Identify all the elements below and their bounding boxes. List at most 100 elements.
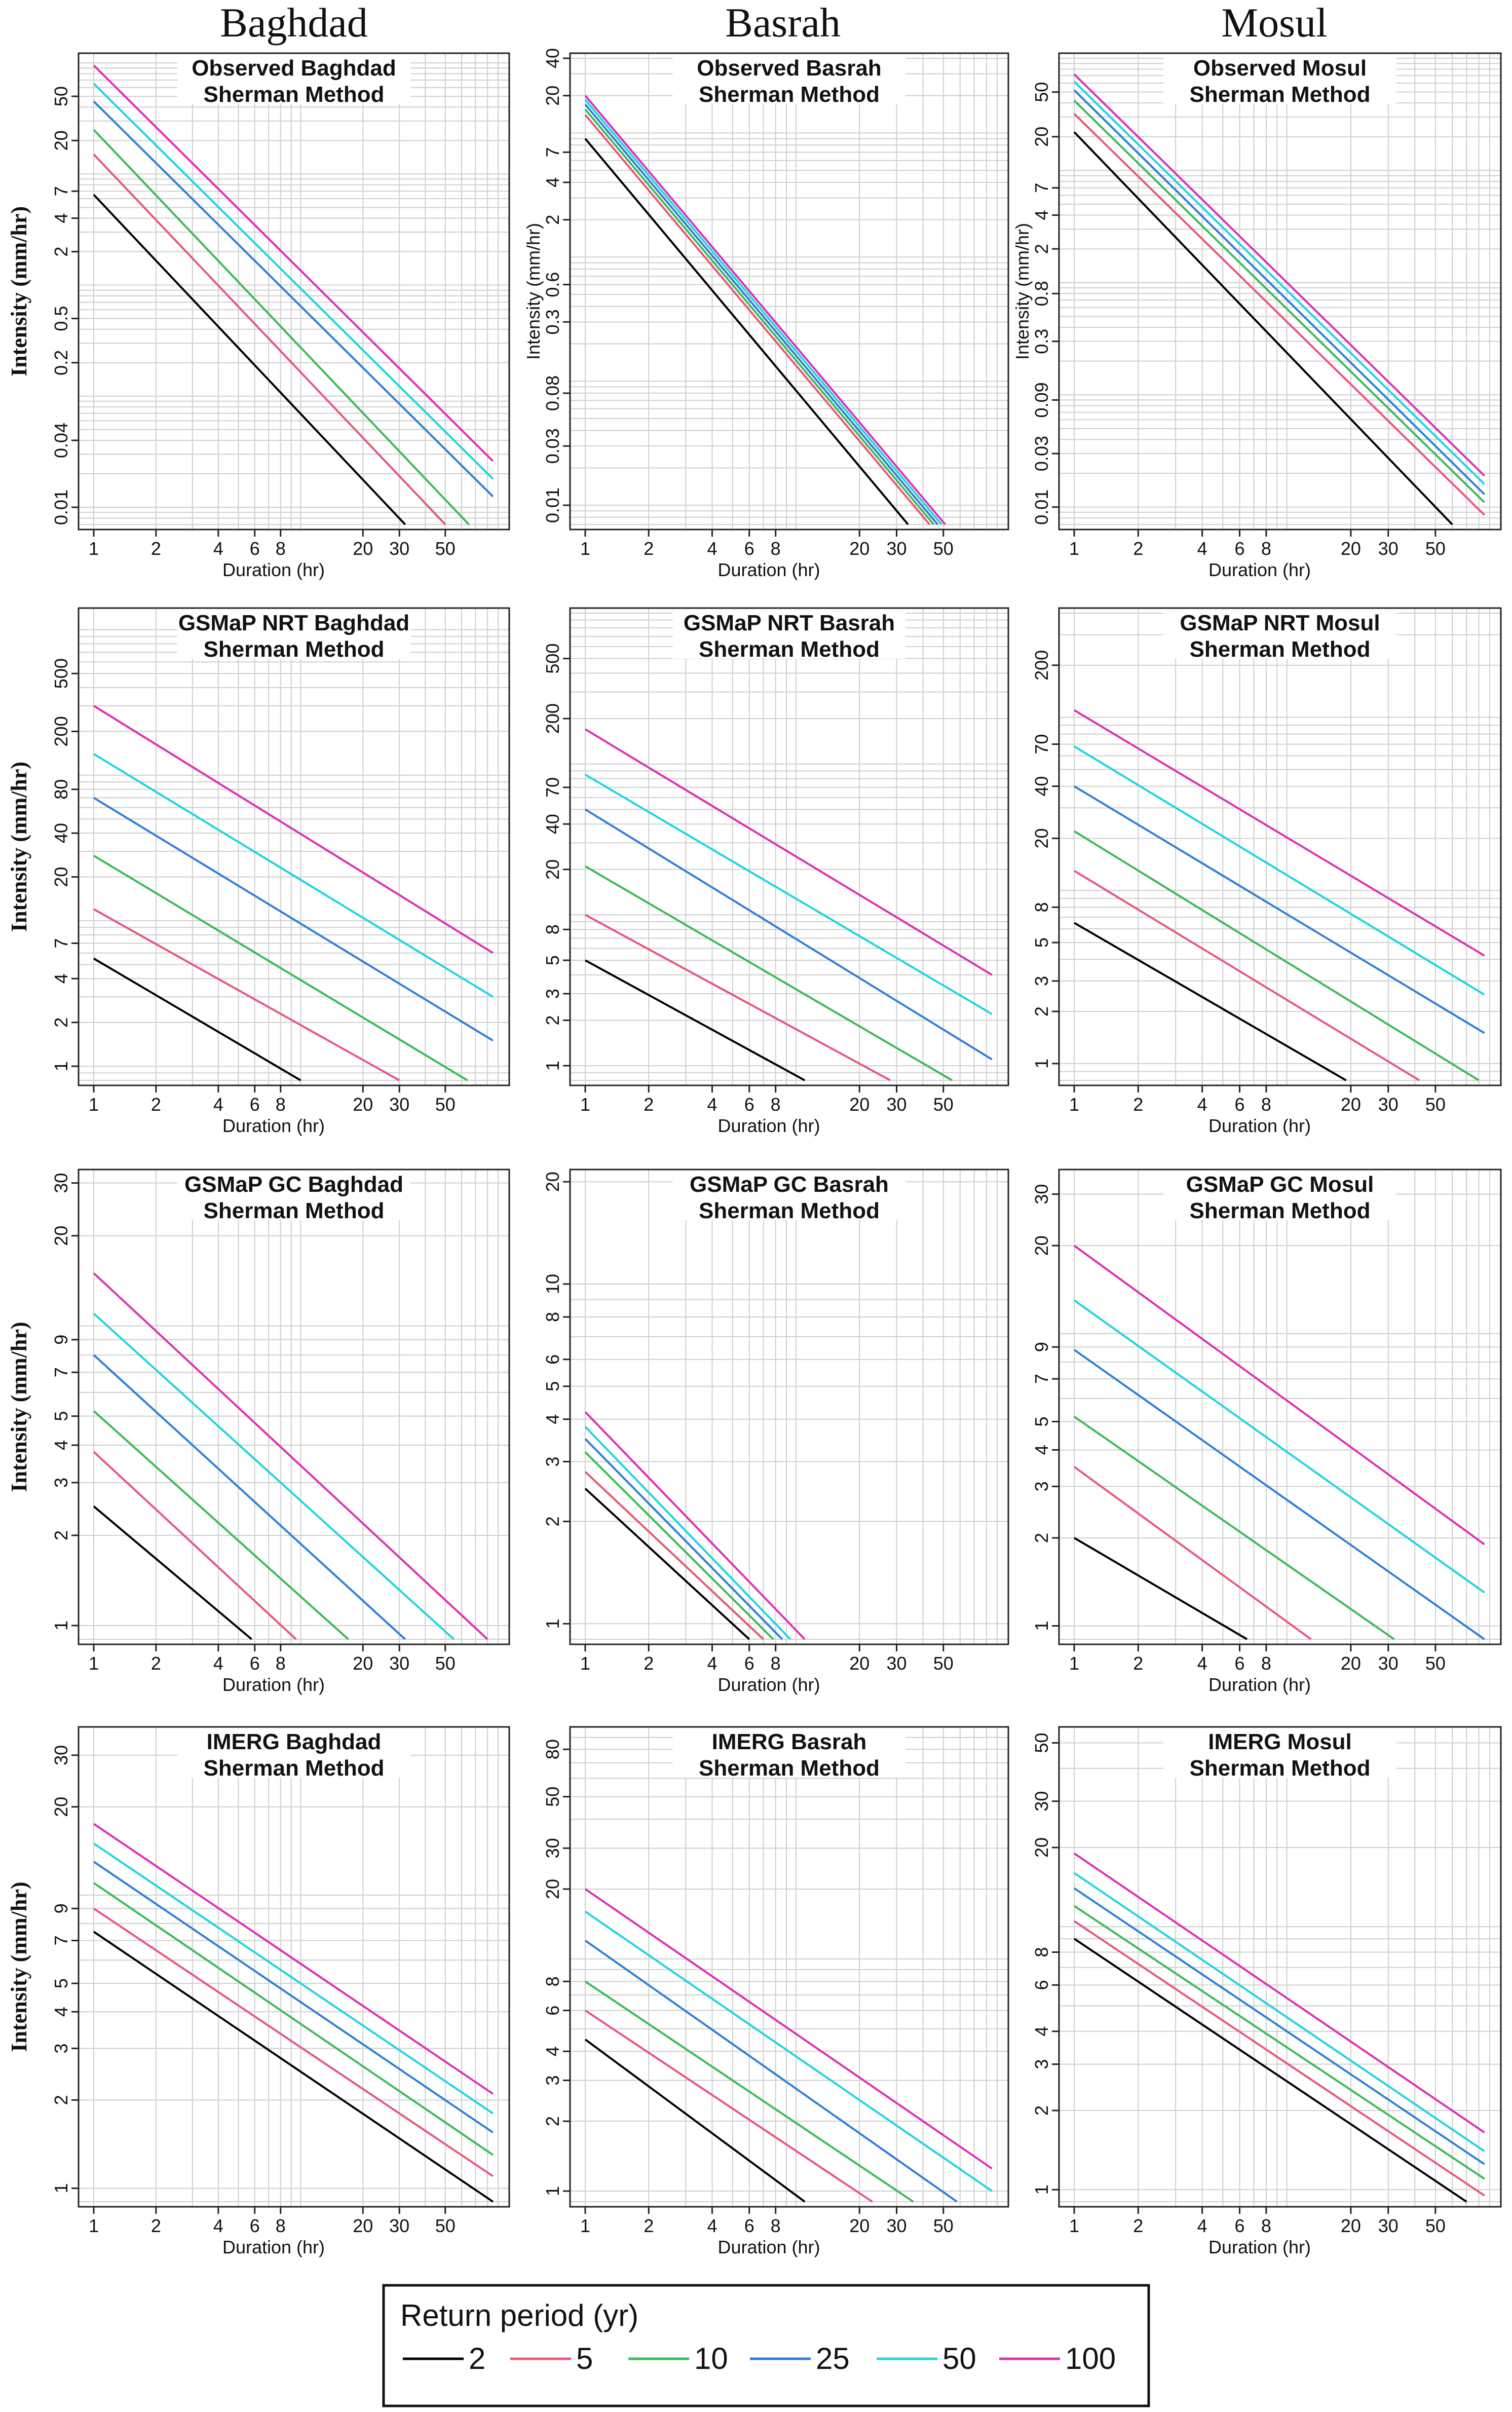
panel-title: GSMaP NRT Mosul bbox=[1180, 611, 1380, 635]
series-line-2-yr bbox=[584, 1488, 750, 1640]
panel-subtitle: Sherman Method bbox=[1190, 1756, 1371, 1781]
x-tick-label: 20 bbox=[849, 1094, 870, 1115]
series-line-2-yr bbox=[1073, 922, 1347, 1081]
series-line-5-yr bbox=[93, 1451, 297, 1640]
x-tick-label: 20 bbox=[353, 2215, 373, 2236]
series-line-50-yr bbox=[93, 1842, 494, 2115]
panel-title: Observed Basrah bbox=[697, 56, 881, 81]
legend-label-50-yr: 50 bbox=[942, 2342, 976, 2376]
panel-subtitle: Sherman Method bbox=[1190, 82, 1371, 107]
y-tick-label: 4 bbox=[51, 1440, 71, 1450]
x-tick-label: 4 bbox=[1197, 538, 1207, 559]
y-axis-label: Intensity (mm/hr) bbox=[7, 762, 31, 932]
y-tick-label: 70 bbox=[1031, 734, 1052, 755]
series-group bbox=[93, 1272, 488, 1640]
series-line-10-yr bbox=[1073, 99, 1485, 503]
x-tick-label: 20 bbox=[849, 538, 870, 559]
y-tick-label: 0.03 bbox=[542, 428, 563, 464]
y-tick-label: 4 bbox=[51, 213, 71, 223]
x-tick-label: 2 bbox=[1133, 1094, 1143, 1115]
series-line-5-yr bbox=[93, 1907, 494, 2177]
series-line-50-yr bbox=[584, 1910, 993, 2192]
y-tick-label: 5 bbox=[1031, 1416, 1052, 1426]
x-tick-label: 30 bbox=[886, 1653, 906, 1674]
series-line-2-yr bbox=[1073, 1537, 1248, 1640]
y-tick-label: 3 bbox=[1031, 976, 1052, 986]
y-tick-label: 2 bbox=[542, 2116, 563, 2126]
y-tick-label: 1 bbox=[1031, 1621, 1052, 1631]
series-group bbox=[584, 728, 993, 1081]
x-tick-label: 30 bbox=[886, 1094, 906, 1115]
y-tick-label: 20 bbox=[542, 859, 563, 880]
y-tick-label: 200 bbox=[542, 703, 563, 734]
plot-frame bbox=[1058, 607, 1502, 1086]
x-tick-label: 4 bbox=[213, 1653, 223, 1674]
series-line-50-yr bbox=[584, 773, 993, 1015]
title-background bbox=[1163, 1171, 1396, 1220]
series-group bbox=[584, 95, 946, 525]
plot-frame bbox=[569, 1726, 1009, 2208]
x-tick-label: 1 bbox=[580, 1653, 590, 1674]
series-line-25-yr bbox=[584, 1939, 958, 2203]
y-tick-label: 1 bbox=[542, 1061, 563, 1071]
y-tick-label: 0.01 bbox=[51, 489, 71, 525]
x-tick-label: 8 bbox=[1261, 538, 1271, 559]
series-line-100-yr bbox=[584, 728, 993, 976]
series-line-5-yr bbox=[93, 908, 400, 1081]
legend-label-2-yr: 2 bbox=[469, 2342, 485, 2376]
x-tick-label: 1 bbox=[1069, 1094, 1079, 1115]
y-tick-label: 9 bbox=[51, 1335, 71, 1345]
x-tick-label: 8 bbox=[771, 2215, 781, 2236]
column-header-mosul: Mosul bbox=[1221, 0, 1328, 46]
x-tick-label: 50 bbox=[435, 1653, 456, 1674]
panel-subtitle: Sherman Method bbox=[699, 82, 880, 107]
x-axis-label: Duration (hr) bbox=[1208, 1674, 1311, 1695]
grid bbox=[79, 53, 509, 530]
y-tick-label: 4 bbox=[1031, 210, 1052, 220]
x-tick-label: 8 bbox=[276, 2215, 286, 2236]
series-line-10-yr bbox=[1073, 1415, 1395, 1640]
y-tick-label: 50 bbox=[1031, 82, 1052, 102]
x-tick-label: 1 bbox=[580, 538, 590, 559]
series-line-25-yr bbox=[93, 1354, 406, 1640]
series-line-10-yr bbox=[1073, 830, 1480, 1081]
x-tick-label: 4 bbox=[213, 2215, 223, 2236]
x-tick-label: 20 bbox=[353, 538, 373, 559]
y-tick-label: 1 bbox=[542, 2186, 563, 2196]
x-axis-label: Duration (hr) bbox=[717, 1674, 820, 1695]
y-tick-label: 9 bbox=[51, 1903, 71, 1913]
series-line-5-yr bbox=[585, 914, 891, 1081]
series-line-50-yr bbox=[1073, 1299, 1485, 1594]
y-tick-label: 20 bbox=[51, 130, 71, 150]
series-line-10-yr bbox=[584, 1980, 914, 2203]
y-tick-label: 0.3 bbox=[1031, 329, 1052, 354]
grid bbox=[570, 1170, 1008, 1644]
y-tick-label: 6 bbox=[542, 2006, 563, 2016]
x-tick-label: 6 bbox=[250, 538, 260, 559]
y-tick-label: 8 bbox=[542, 924, 563, 934]
x-tick-label: 50 bbox=[933, 2215, 954, 2236]
x-tick-label: 2 bbox=[151, 538, 161, 559]
series-group bbox=[93, 64, 494, 525]
x-tick-label: 8 bbox=[1261, 1653, 1271, 1674]
y-tick-label: 20 bbox=[1031, 127, 1052, 147]
y-tick-label: 7 bbox=[1031, 183, 1052, 193]
series-line-10-yr bbox=[584, 1451, 774, 1640]
series-line-50-yr bbox=[93, 1312, 455, 1640]
y-tick-label: 500 bbox=[51, 658, 71, 689]
x-tick-label: 6 bbox=[1234, 2215, 1244, 2236]
panel-title: GSMaP NRT Baghdad bbox=[178, 611, 409, 635]
plot-frame bbox=[569, 607, 1009, 1086]
y-tick-label: 20 bbox=[1031, 1235, 1052, 1256]
series-line-25-yr bbox=[584, 1438, 783, 1640]
grid bbox=[1059, 608, 1501, 1085]
y-tick-label: 7 bbox=[51, 1367, 71, 1377]
x-axis-label: Duration (hr) bbox=[717, 559, 820, 580]
y-tick-label: 0.01 bbox=[1031, 489, 1052, 525]
y-tick-label: 7 bbox=[542, 147, 563, 157]
series-line-10-yr bbox=[1073, 1905, 1485, 2180]
